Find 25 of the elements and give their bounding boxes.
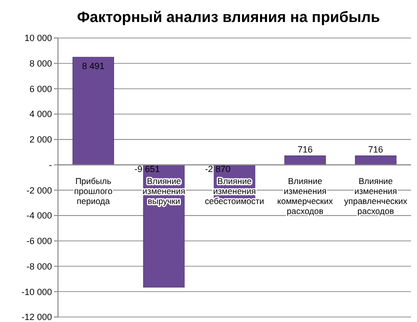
y-tick-label: 4 000 bbox=[29, 109, 52, 120]
data-label: 716 bbox=[368, 144, 384, 155]
bar bbox=[284, 155, 326, 166]
y-tick-label: 8 000 bbox=[29, 58, 52, 69]
y-tick-label: -8 000 bbox=[26, 261, 52, 272]
data-label: 716 bbox=[298, 144, 313, 155]
x-tick-label: Влияние изменения коммерческих расходов bbox=[277, 176, 334, 216]
chart-title: Факторный анализ влияния на прибыль bbox=[76, 9, 380, 26]
bar bbox=[72, 56, 114, 166]
data-label: -9 651 bbox=[134, 164, 160, 174]
data-label: -2 870 bbox=[204, 164, 230, 174]
x-tick-label: Прибыль прошлого периода bbox=[74, 176, 113, 206]
bar bbox=[354, 155, 396, 166]
data-label: 8 491 bbox=[82, 61, 105, 72]
y-tick-label: 6 000 bbox=[29, 84, 52, 94]
y-tick-label: 2 000 bbox=[29, 134, 52, 145]
x-tick-label: Влияние изменения выручки bbox=[142, 176, 186, 206]
y-tick-label: -12 000 bbox=[21, 312, 52, 322]
y-tick-label: 10 000 bbox=[24, 33, 52, 44]
y-tick-label: -6 000 bbox=[26, 236, 52, 246]
y-tick-label: - bbox=[49, 160, 52, 170]
y-tick-label: -4 000 bbox=[26, 210, 52, 221]
y-tick-label: -10 000 bbox=[21, 286, 52, 297]
x-tick-label: Влияние изменения управленческих расходов bbox=[344, 176, 408, 216]
y-tick-label: -2 000 bbox=[26, 185, 52, 196]
